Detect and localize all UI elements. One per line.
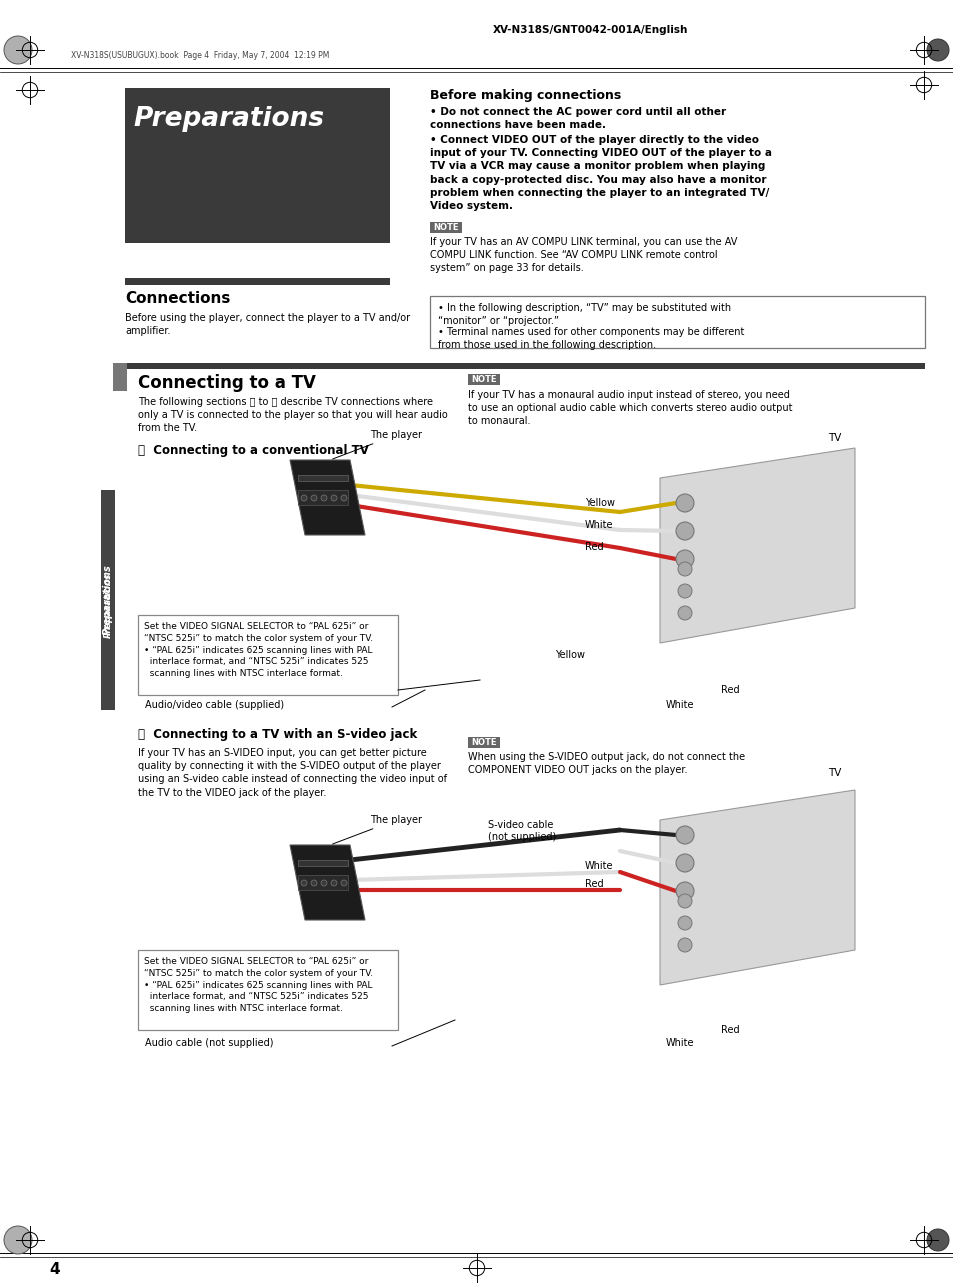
Text: Ⓐ  Connecting to a conventional TV: Ⓐ Connecting to a conventional TV (138, 444, 369, 457)
Text: • Terminal names used for other components may be different
from those used in t: • Terminal names used for other componen… (437, 327, 743, 350)
Circle shape (676, 882, 693, 900)
Text: Audio cable (not supplied): Audio cable (not supplied) (145, 1039, 274, 1048)
Circle shape (311, 880, 316, 885)
Circle shape (678, 938, 691, 952)
Text: Preparations: Preparations (132, 106, 324, 133)
Circle shape (676, 523, 693, 541)
Text: When using the S-VIDEO output jack, do not connect the
COMPONENT VIDEO OUT jacks: When using the S-VIDEO output jack, do n… (468, 752, 744, 775)
Circle shape (4, 1227, 32, 1254)
Polygon shape (659, 790, 854, 985)
Text: 4: 4 (50, 1263, 60, 1278)
Circle shape (678, 584, 691, 598)
Text: If your TV has an AV COMPU LINK terminal, you can use the AV
COMPU LINK function: If your TV has an AV COMPU LINK terminal… (430, 237, 737, 273)
Circle shape (331, 880, 336, 885)
Text: NOTE: NOTE (471, 375, 497, 384)
Bar (138, 615, 397, 695)
Text: Before making connections: Before making connections (430, 89, 620, 102)
Text: • Do not connect the AC power cord until all other
connections have been made.: • Do not connect the AC power cord until… (430, 107, 725, 130)
Bar (430, 296, 924, 347)
Circle shape (301, 880, 307, 885)
Bar (101, 490, 115, 710)
Polygon shape (290, 459, 365, 535)
Text: White: White (665, 700, 694, 710)
Circle shape (320, 495, 327, 501)
Text: Red: Red (720, 1024, 739, 1035)
Text: TV: TV (827, 432, 841, 443)
Text: NOTE: NOTE (433, 223, 458, 232)
Bar (297, 875, 348, 891)
Circle shape (676, 826, 693, 844)
Polygon shape (290, 846, 365, 920)
Bar (430, 221, 461, 233)
Circle shape (301, 495, 307, 501)
Text: Red: Red (584, 879, 603, 889)
Text: Red: Red (720, 685, 739, 695)
Bar (297, 475, 348, 481)
Polygon shape (659, 448, 854, 644)
Text: Set the VIDEO SIGNAL SELECTOR to “PAL 625i” or
“NTSC 525i” to match the color sy: Set the VIDEO SIGNAL SELECTOR to “PAL 62… (144, 622, 373, 678)
Text: If your TV has an S-VIDEO input, you can get better picture
quality by connectin: If your TV has an S-VIDEO input, you can… (138, 748, 447, 798)
Text: Preparations: Preparations (103, 565, 112, 636)
Circle shape (678, 606, 691, 620)
Text: • In the following description, “TV” may be substituted with
“monitor” or “proje: • In the following description, “TV” may… (437, 302, 730, 326)
Bar (125, 278, 390, 284)
Text: XV-N318S/GNT0042-001A/English: XV-N318S/GNT0042-001A/English (492, 24, 687, 35)
Circle shape (331, 495, 336, 501)
Circle shape (311, 495, 316, 501)
Text: Preparations: Preparations (103, 573, 112, 638)
Circle shape (676, 855, 693, 873)
Bar (297, 860, 348, 866)
Text: Ⓑ  Connecting to a TV with an S-video jack: Ⓑ Connecting to a TV with an S-video jac… (138, 728, 416, 741)
Bar (297, 490, 348, 505)
Text: NOTE: NOTE (471, 737, 497, 746)
Text: Red: Red (584, 542, 603, 552)
Bar (125, 88, 390, 243)
Text: Yellow: Yellow (584, 498, 615, 508)
Text: S-video cable
(not supplied): S-video cable (not supplied) (488, 820, 556, 843)
Circle shape (678, 562, 691, 577)
Text: The following sections Ⓐ to Ⓒ describe TV connections where
only a TV is connect: The following sections Ⓐ to Ⓒ describe T… (138, 396, 447, 434)
Circle shape (340, 495, 347, 501)
Circle shape (678, 916, 691, 931)
Circle shape (926, 39, 948, 60)
Text: The player: The player (333, 815, 421, 844)
Text: White: White (665, 1039, 694, 1048)
Circle shape (320, 880, 327, 885)
Text: TV: TV (827, 768, 841, 779)
Text: Set the VIDEO SIGNAL SELECTOR to “PAL 625i” or
“NTSC 525i” to match the color sy: Set the VIDEO SIGNAL SELECTOR to “PAL 62… (144, 958, 373, 1013)
Text: Yellow: Yellow (555, 650, 584, 660)
Text: Before using the player, connect the player to a TV and/or
amplifier.: Before using the player, connect the pla… (125, 313, 410, 336)
Text: The player: The player (333, 430, 421, 459)
Circle shape (4, 36, 32, 64)
Circle shape (678, 894, 691, 909)
Text: XV-N318S(USUBUGUX).book  Page 4  Friday, May 7, 2004  12:19 PM: XV-N318S(USUBUGUX).book Page 4 Friday, M… (71, 50, 329, 59)
Bar (468, 737, 499, 748)
Bar (468, 375, 499, 385)
Circle shape (676, 550, 693, 568)
Text: • Connect VIDEO OUT of the player directly to the video
input of your TV. Connec: • Connect VIDEO OUT of the player direct… (430, 135, 771, 211)
Text: If your TV has a monaural audio input instead of stereo, you need
to use an opti: If your TV has a monaural audio input in… (468, 390, 792, 426)
Text: Connecting to a TV: Connecting to a TV (138, 375, 315, 393)
Bar (138, 950, 397, 1030)
Circle shape (676, 494, 693, 512)
Bar (112, 363, 924, 369)
Text: White: White (584, 861, 613, 871)
Circle shape (340, 880, 347, 885)
Text: Connections: Connections (125, 291, 230, 306)
Text: Audio/video cable (supplied): Audio/video cable (supplied) (145, 700, 284, 710)
Circle shape (926, 1229, 948, 1251)
Bar (112, 363, 127, 391)
Text: White: White (584, 520, 613, 530)
